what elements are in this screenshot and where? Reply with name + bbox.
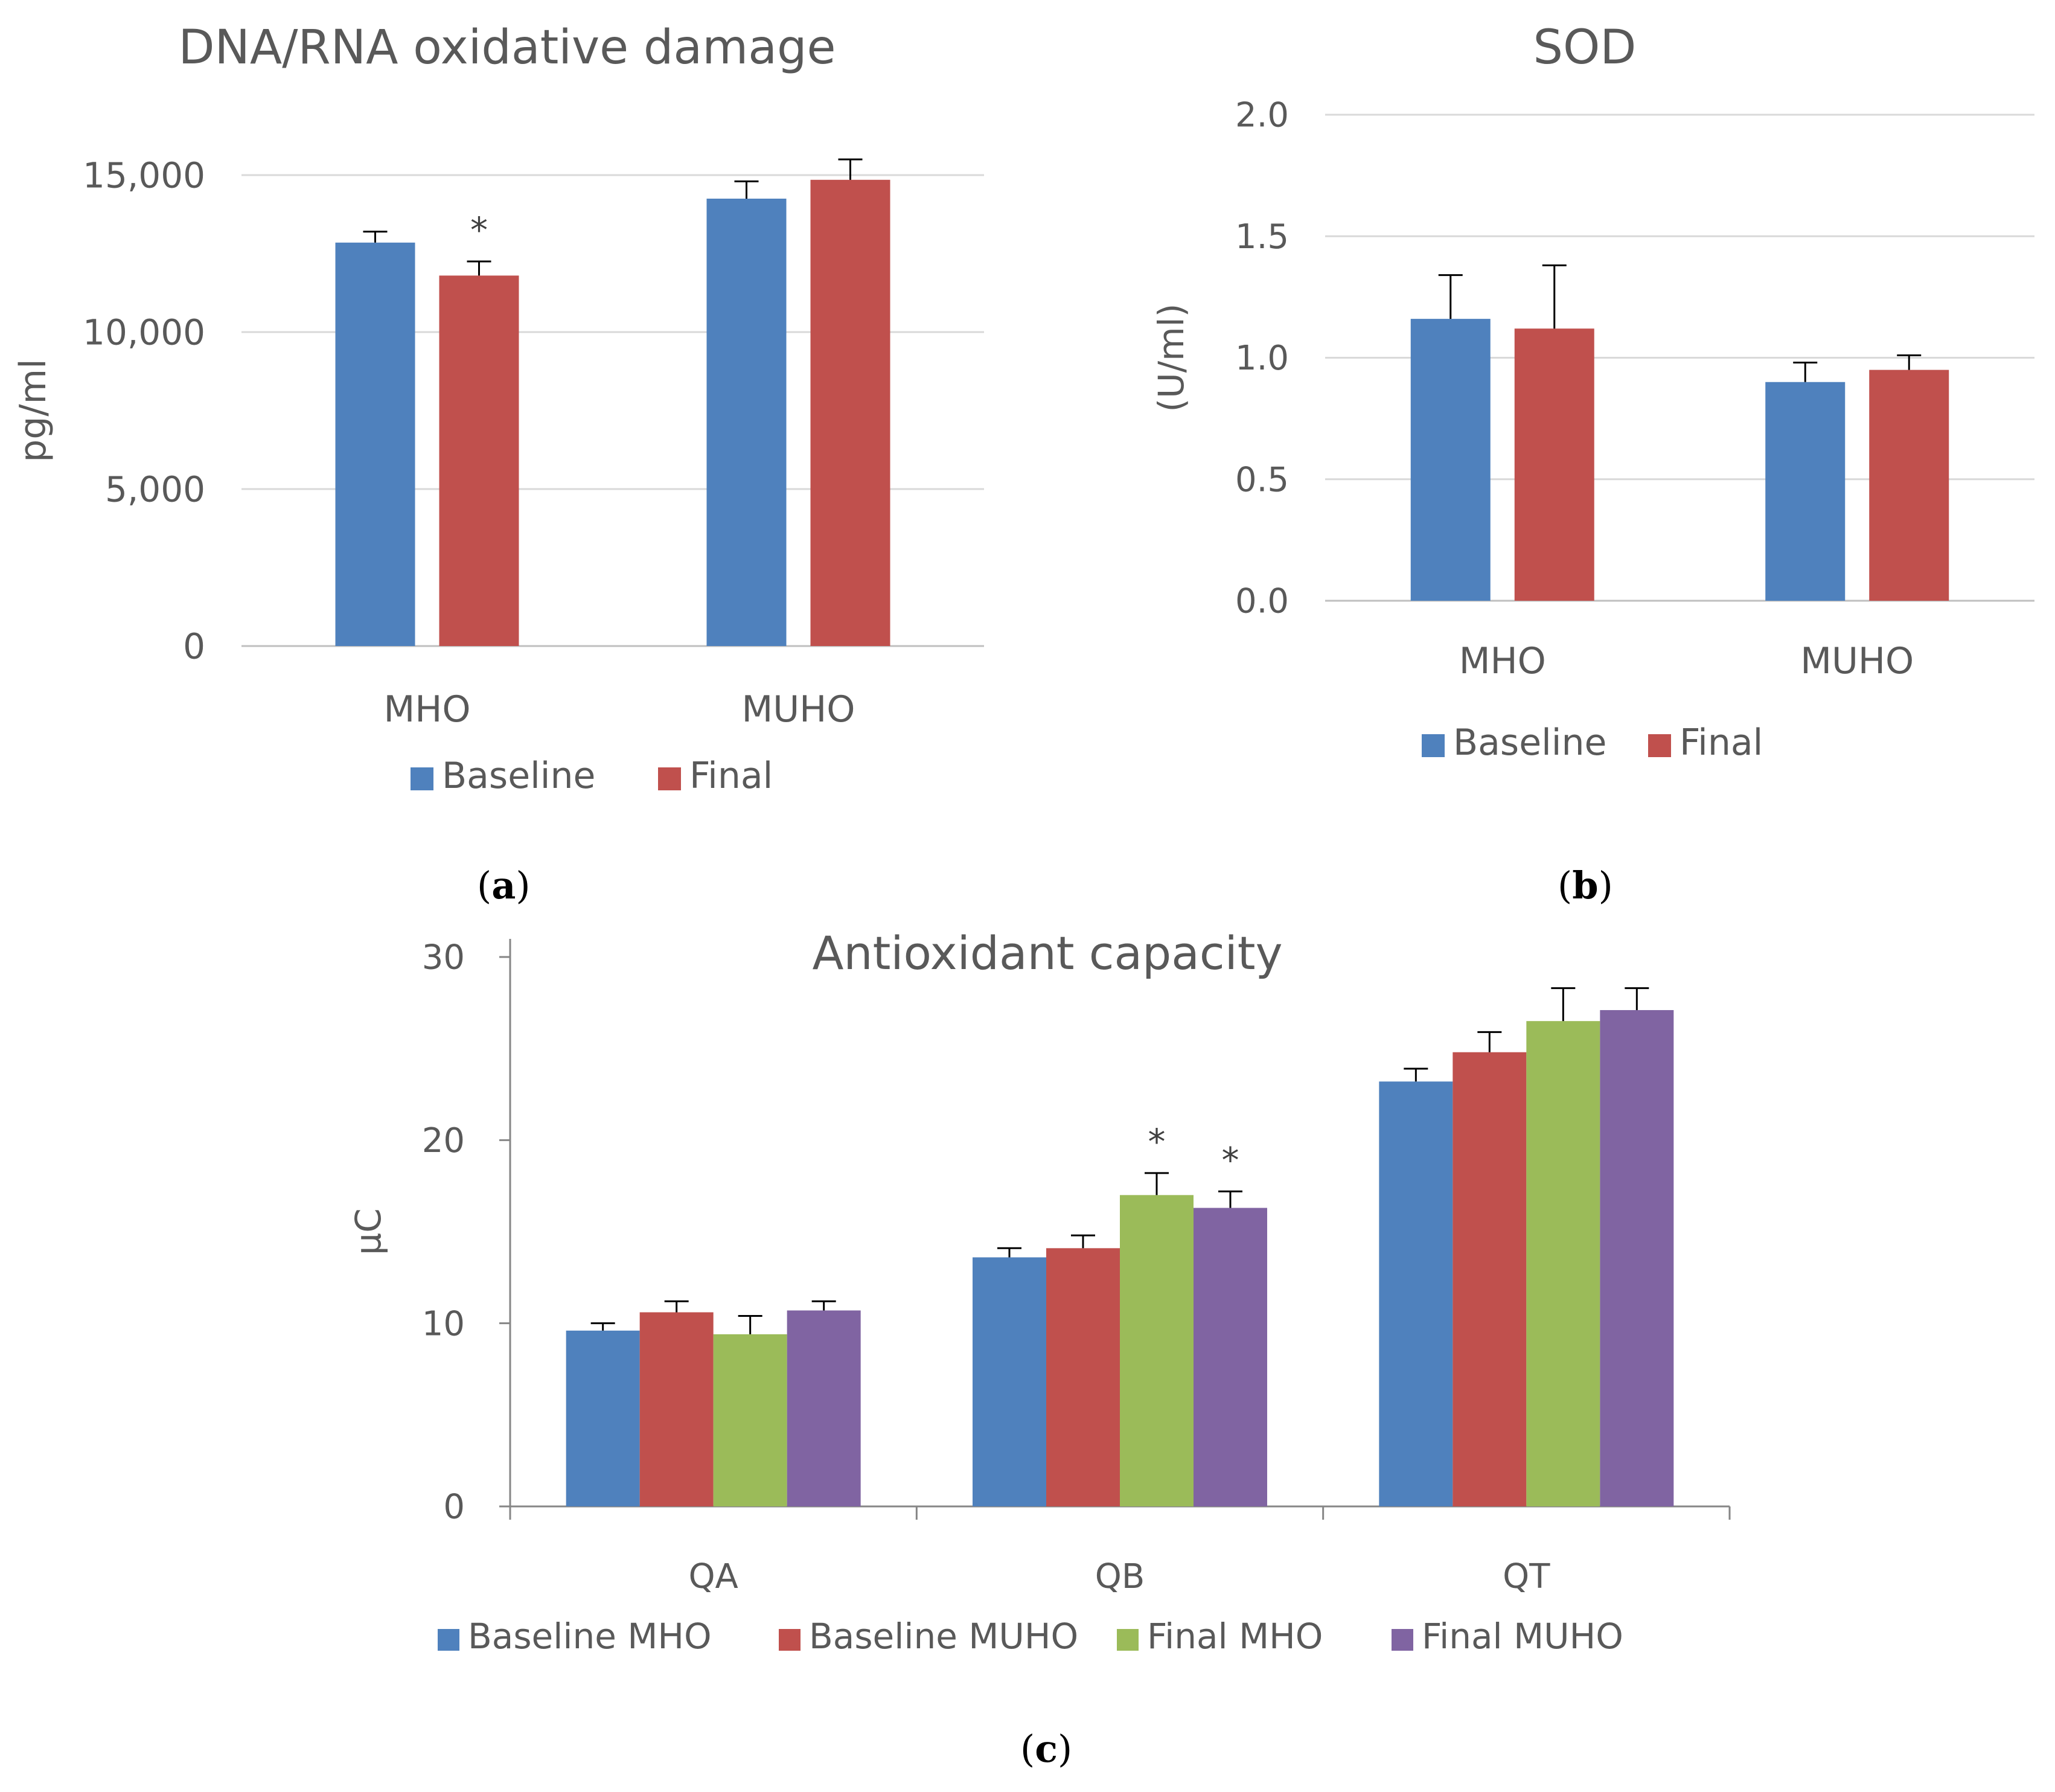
y-axis-label: pg/ml (12, 359, 54, 462)
bar-final-muho (810, 179, 890, 646)
bar-final-mho (1514, 328, 1594, 601)
bar-final-mho (439, 275, 519, 646)
y-tick-label: 1.5 (1235, 217, 1289, 257)
y-tick-label: 20 (422, 1121, 465, 1160)
significance-marker: * (1148, 1121, 1166, 1162)
y-axis-label: (U/ml) (1151, 304, 1192, 412)
legend-swatch-final (658, 767, 681, 790)
legend-swatch-baseline (411, 767, 433, 790)
significance-marker: * (1222, 1139, 1239, 1180)
category-label-muho: MUHO (1800, 640, 1914, 682)
y-tick-label: 0 (183, 626, 205, 667)
legend-label-baseline: Baseline (1453, 722, 1606, 764)
caption-b: (b) (1558, 863, 1613, 907)
legend-swatch-baseline-mho (438, 1629, 459, 1651)
bar-final-muho-qt (1600, 1010, 1674, 1506)
y-tick-label: 1.0 (1235, 339, 1289, 378)
chart-dna-rna-oxidative-damage: DNA/RNA oxidative damage 0 5,000 10,000 15,0… (12, 21, 984, 797)
legend-label-final: Final (689, 755, 773, 797)
bar-final-muho-qb (1194, 1208, 1267, 1506)
category-label-qt: QT (1503, 1557, 1550, 1596)
category-label-mho: MHO (1459, 640, 1546, 682)
bar-final-muho (1869, 370, 1949, 601)
legend-swatch-final-mho (1117, 1629, 1139, 1651)
y-tick-label: 0.0 (1235, 582, 1289, 621)
y-tick-label: 0.5 (1235, 460, 1289, 499)
y-tick-label: 10,000 (83, 312, 205, 353)
legend-swatch-baseline-muho (779, 1629, 801, 1651)
caption-c: (c) (1020, 1727, 1073, 1771)
chart-title: Antioxidant capacity (812, 926, 1282, 980)
chart-antioxidant-capacity: Antioxidant capacity 0 10 20 30 μC QA QB QT * * Bas… (348, 926, 1731, 1657)
y-axis-label: μC (348, 1208, 389, 1255)
bar-baseline-mho-qb (973, 1257, 1046, 1506)
y-tick-label: 30 (422, 938, 465, 978)
y-tick-label: 0 (443, 1488, 465, 1527)
category-label-qa: QA (688, 1557, 738, 1596)
bar-baseline-mho (1410, 319, 1491, 601)
y-tick-label: 15,000 (83, 155, 205, 196)
bar-final-mho-qt (1526, 1021, 1600, 1506)
legend-label-baseline-muho: Baseline MUHO (809, 1616, 1078, 1657)
bar-baseline-mho-qa (566, 1330, 640, 1506)
significance-marker: * (470, 210, 488, 251)
y-tick-label: 2.0 (1235, 96, 1289, 135)
category-label-muho: MUHO (741, 688, 855, 731)
bar-baseline-muho (1765, 382, 1846, 601)
bar-baseline-mho-qt (1379, 1081, 1453, 1506)
bar-baseline-mho (335, 242, 415, 646)
legend-swatch-final (1648, 734, 1671, 757)
legend-swatch-final-muho (1392, 1629, 1413, 1651)
bar-baseline-muho (706, 199, 787, 646)
category-label-qb: QB (1095, 1557, 1145, 1596)
bar-final-mho-qa (713, 1334, 787, 1506)
chart-title: SOD (1533, 21, 1637, 75)
legend-label-final-muho: Final MUHO (1422, 1616, 1623, 1657)
legend-label-final: Final (1679, 722, 1763, 764)
y-tick-label: 10 (422, 1304, 465, 1343)
bar-final-mho-qb (1120, 1195, 1194, 1506)
category-label-mho: MHO (383, 688, 470, 731)
bar-baseline-muho-qt (1453, 1052, 1527, 1506)
legend-swatch-baseline (1422, 734, 1445, 757)
bar-final-muho-qa (787, 1310, 861, 1506)
legend-label-baseline-mho: Baseline MHO (468, 1616, 712, 1657)
chart-sod: SOD 0.0 0.5 1.0 1.5 2.0 (U/ml) MHO MUHO Baseline F… (1151, 21, 2034, 764)
bar-baseline-muho-qa (639, 1312, 714, 1506)
legend-label-final-mho: Final MHO (1147, 1616, 1323, 1657)
chart-title: DNA/RNA oxidative damage (179, 21, 836, 75)
y-tick-label: 5,000 (105, 469, 205, 510)
bar-baseline-muho-qb (1046, 1248, 1120, 1506)
caption-a: (a) (477, 863, 531, 907)
legend-label-baseline: Baseline (442, 755, 595, 797)
